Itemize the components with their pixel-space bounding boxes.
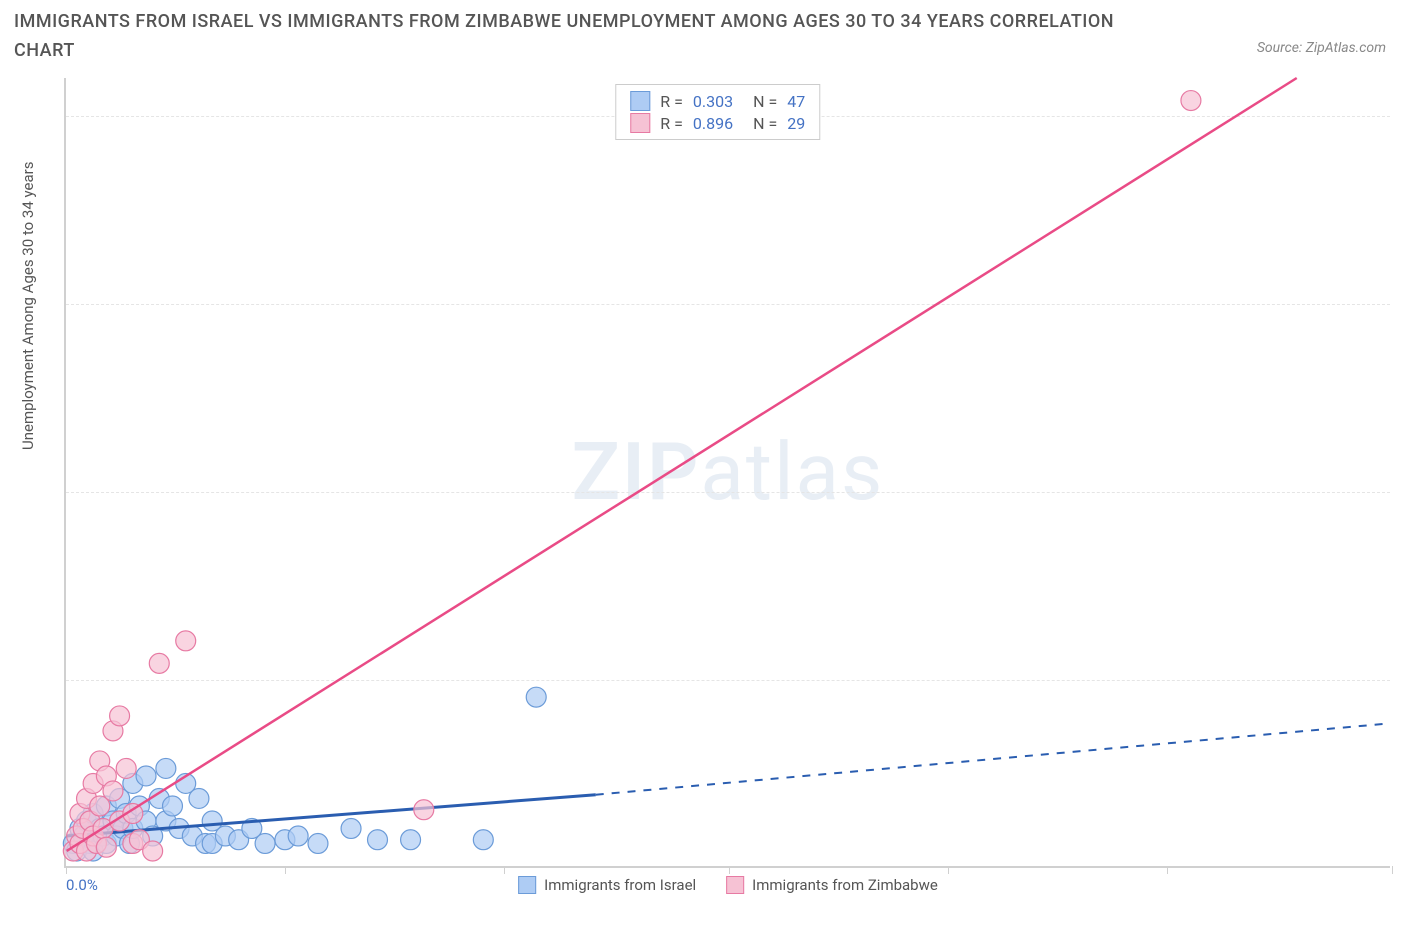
legend-row: R = 0.896 N = 29 bbox=[630, 113, 805, 133]
scatter-point bbox=[414, 800, 434, 820]
scatter-point bbox=[116, 758, 136, 778]
scatter-point bbox=[189, 788, 209, 808]
series-name: Immigrants from Zimbabwe bbox=[752, 876, 938, 894]
source-attribution: Source: ZipAtlas.com bbox=[1257, 40, 1386, 56]
x-tick bbox=[1167, 866, 1168, 874]
legend-r-label: R = bbox=[660, 114, 683, 133]
legend-swatch bbox=[630, 91, 650, 111]
x-tick-min: 0.0% bbox=[66, 876, 98, 894]
legend-r-value: 0.896 bbox=[693, 114, 733, 133]
legend-n-label: N = bbox=[753, 92, 777, 111]
legend-n-value: 29 bbox=[787, 114, 805, 133]
scatter-point bbox=[136, 766, 156, 786]
scatter-point bbox=[308, 834, 328, 854]
legend-n-label: N = bbox=[753, 114, 777, 133]
scatter-point bbox=[176, 631, 196, 651]
series-legend-item: Immigrants from Zimbabwe bbox=[726, 876, 938, 894]
scatter-point bbox=[96, 837, 116, 857]
scatter-point bbox=[341, 819, 361, 839]
legend-n-value: 47 bbox=[787, 92, 805, 111]
legend-row: R = 0.303 N = 47 bbox=[630, 91, 805, 111]
scatter-point bbox=[156, 758, 176, 778]
scatter-point bbox=[110, 706, 130, 726]
y-axis-label: Unemployment Among Ages 30 to 34 years bbox=[19, 162, 37, 450]
scatter-point bbox=[526, 687, 546, 707]
correlation-legend: R = 0.303 N = 47 R = 0.896 N = 29 bbox=[615, 84, 820, 140]
legend-swatch bbox=[518, 876, 536, 894]
scatter-point bbox=[401, 830, 421, 850]
legend-swatch bbox=[726, 876, 744, 894]
scatter-point bbox=[368, 830, 388, 850]
scatter-point bbox=[149, 653, 169, 673]
x-tick bbox=[1392, 866, 1393, 874]
chart-plot-area: ZIPatlas R = 0.303 N = 47 R = 0.896 N = … bbox=[64, 78, 1390, 868]
trend-line bbox=[67, 78, 1297, 851]
series-legend: Immigrants from Israel Immigrants from Z… bbox=[518, 876, 938, 894]
scatter-point bbox=[103, 781, 123, 801]
x-tick bbox=[504, 866, 505, 874]
x-tick bbox=[285, 866, 286, 874]
trend-line-extrapolated bbox=[596, 723, 1390, 794]
legend-swatch bbox=[630, 113, 650, 133]
scatter-point bbox=[288, 826, 308, 846]
x-tick bbox=[66, 866, 67, 874]
legend-r-label: R = bbox=[660, 92, 683, 111]
series-legend-item: Immigrants from Israel bbox=[518, 876, 696, 894]
scatter-point bbox=[143, 841, 163, 861]
x-tick bbox=[948, 866, 949, 874]
series-name: Immigrants from Israel bbox=[544, 876, 696, 894]
chart-title: IMMIGRANTS FROM ISRAEL VS IMMIGRANTS FRO… bbox=[14, 8, 1134, 66]
scatter-svg bbox=[66, 78, 1390, 866]
scatter-point bbox=[255, 834, 275, 854]
scatter-point bbox=[163, 796, 183, 816]
scatter-point bbox=[1181, 91, 1201, 111]
legend-r-value: 0.303 bbox=[693, 92, 733, 111]
x-tick bbox=[729, 866, 730, 874]
scatter-point bbox=[473, 830, 493, 850]
